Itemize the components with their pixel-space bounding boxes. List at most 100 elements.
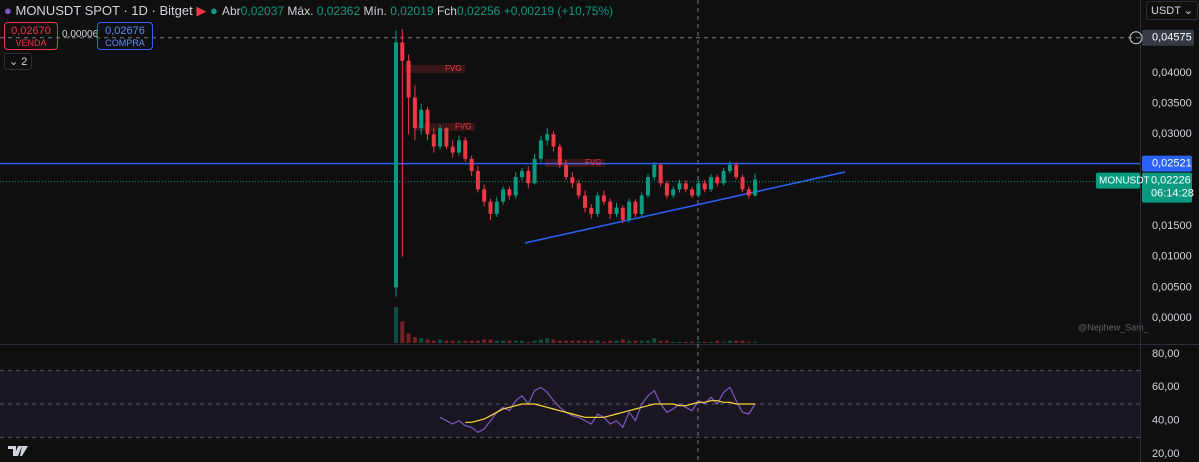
candle-body [538, 140, 543, 159]
candle-body [532, 158, 537, 184]
volume-bar [753, 341, 758, 343]
candle-body [589, 207, 594, 214]
level-label: 0,02521 [1152, 158, 1192, 170]
candle-body [620, 207, 625, 221]
countdown: 06:14:28 [1151, 188, 1194, 200]
volume-bar [721, 341, 726, 343]
fvg-box [405, 65, 465, 73]
low: 0,02019 [390, 4, 434, 18]
volume-bar [696, 341, 701, 343]
volume-bar [652, 338, 657, 343]
candle-body [753, 179, 758, 196]
candle-body [608, 201, 613, 214]
volume-bar [457, 340, 461, 343]
candle-body [746, 189, 751, 196]
close: 0,02256 [456, 4, 501, 18]
volume-bar [526, 341, 531, 343]
high: 0,02362 [316, 4, 361, 18]
volume-bar [633, 340, 638, 343]
candle-body [494, 201, 499, 214]
currency-select[interactable]: USDT ⌄ [1146, 1, 1198, 20]
high-label: Máx. [287, 4, 314, 18]
volume-bar [715, 340, 720, 343]
volume-bar [627, 340, 632, 343]
candle-body [721, 171, 726, 184]
volume-bar [394, 307, 398, 343]
volume-bar [683, 341, 688, 343]
volume-bar [450, 340, 455, 343]
candle-body [601, 195, 606, 202]
candle-body [394, 42, 398, 288]
logo [8, 446, 28, 456]
candle-body [526, 171, 531, 184]
candle-body [469, 158, 474, 172]
volume-bar [702, 341, 707, 343]
candle-body [583, 195, 587, 208]
candle-body [488, 201, 493, 214]
volume-bar [513, 340, 518, 343]
candle-body [633, 201, 638, 214]
volume-bar [690, 341, 695, 343]
volume-bar [658, 340, 663, 343]
volume-bar [482, 339, 487, 343]
candle-body [683, 183, 688, 190]
candle-body [450, 146, 455, 153]
volume-bar [740, 340, 745, 343]
candle-body [419, 109, 424, 129]
candle-body [444, 128, 449, 147]
volume-bar [400, 321, 405, 343]
trend-line [524, 171, 846, 244]
fvg-label: FVG [445, 64, 461, 73]
candle-body [709, 177, 713, 190]
low-label: Mín. [363, 4, 387, 18]
volume-bar [601, 341, 606, 343]
y-tick-label: 0,03000 [1152, 128, 1192, 140]
symbol-tag-bg [1096, 172, 1140, 189]
volume-bar [589, 340, 594, 343]
y-tick-label: 0,01500 [1152, 220, 1192, 232]
last-price-label: 0,02226 [1151, 175, 1191, 187]
close-label: Fch [436, 4, 457, 18]
y-tick-label: 0,04000 [1152, 67, 1192, 79]
candle-body [727, 164, 732, 172]
buy-button[interactable]: 0,02676 COMPRA [97, 22, 153, 50]
y-tick-label: 0,01000 [1152, 251, 1192, 263]
candle-body [671, 189, 676, 196]
volume-bar [494, 340, 499, 343]
fvg-label: FVG [585, 158, 601, 167]
volume-bar [551, 339, 556, 343]
candle-body [557, 146, 562, 165]
spread: 0,00006 [62, 29, 99, 40]
ohlc: Abr0,02037 Máx. 0,02362 Mín. 0,02019 Fch… [222, 4, 613, 18]
rsi-ma-line [465, 400, 756, 423]
candle-body [406, 60, 411, 98]
fvg-label: FVG [455, 122, 471, 131]
rsi-tick-label: 20,00 [1152, 448, 1180, 460]
open-label: Abr [222, 4, 241, 18]
indicators-toggle[interactable]: ⌄ 2 [4, 53, 33, 70]
candle-body [482, 189, 487, 202]
volume-bar [425, 339, 430, 343]
candle-body [734, 164, 739, 178]
sell-button[interactable]: 0,02670 VENDA [4, 22, 58, 50]
symbol-title: ● MONUSDT SPOT · 1D · Bitget ▶ ● [4, 3, 218, 18]
candle-body [614, 207, 619, 214]
volume-bar [444, 340, 449, 343]
volume-bar [538, 339, 543, 343]
open: 0,02037 [240, 4, 285, 18]
volume-bar [664, 340, 669, 343]
candle-body [425, 109, 430, 135]
crosshair-label-bg [1142, 29, 1194, 46]
candle-body [431, 134, 436, 147]
volume-bar [583, 340, 587, 343]
candle-body [551, 134, 556, 147]
volume-bar [734, 340, 739, 343]
volume-bar [475, 340, 480, 343]
sell-price: 0,02670 [11, 25, 51, 37]
volume-bar [412, 337, 417, 343]
fvg-box [545, 159, 605, 167]
candle-body [570, 177, 575, 184]
candle-body [475, 171, 480, 190]
candle-body [677, 183, 682, 190]
